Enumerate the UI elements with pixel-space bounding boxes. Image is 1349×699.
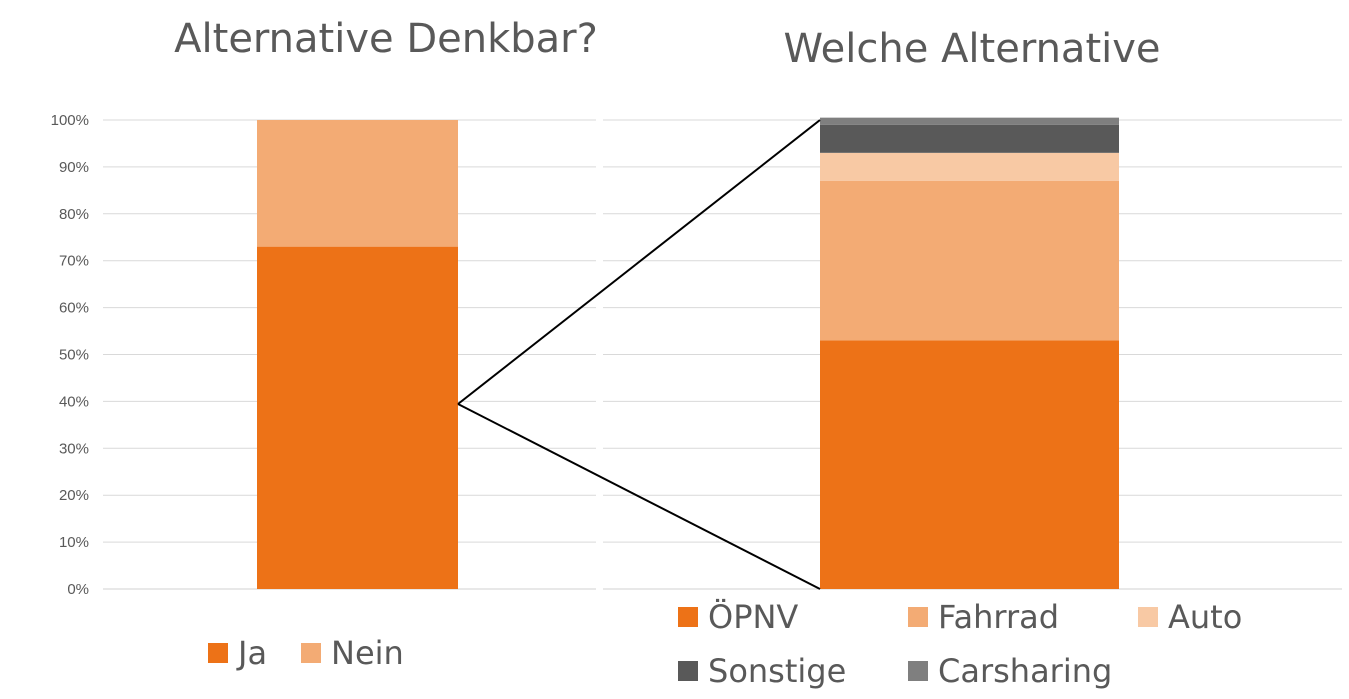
bar-segment-nein — [257, 120, 458, 247]
legend-label: Ja — [236, 634, 267, 672]
y-tick-label: 70% — [59, 253, 89, 270]
legend-swatch — [678, 607, 698, 627]
y-tick-label: 90% — [59, 159, 89, 176]
chart-titles: Alternative Denkbar? Welche Alternative — [174, 16, 1160, 72]
bar-segment-öpnv — [820, 340, 1119, 589]
legend-swatch — [908, 661, 928, 681]
y-tick-label: 40% — [59, 393, 89, 410]
chart-title-left: Alternative Denkbar? — [174, 16, 598, 62]
legend-label: Sonstige — [708, 652, 846, 690]
legend-swatch — [301, 643, 321, 663]
legend-label: Fahrrad — [938, 598, 1059, 636]
y-tick-label: 10% — [59, 534, 89, 551]
bar-segment-carsharing — [820, 117, 1119, 125]
bars — [257, 117, 1119, 589]
legend-swatch — [908, 607, 928, 627]
connector-line-top — [457, 119, 821, 405]
y-tick-label: 80% — [59, 206, 89, 223]
y-tick-label: 50% — [59, 347, 89, 364]
legend-swatch — [208, 643, 228, 663]
legends: Ja Nein ÖPNV Fahrrad Auto Sonstige Carsharing — [208, 598, 1242, 690]
legend-label: Auto — [1168, 598, 1242, 636]
legend-swatch — [678, 661, 698, 681]
bar-segment-sonstige — [820, 124, 1119, 153]
y-tick-label: 60% — [59, 300, 89, 317]
connector-lines — [457, 119, 821, 590]
legend-label: ÖPNV — [708, 598, 798, 636]
legend-label: Nein — [331, 634, 404, 672]
y-tick-label: 0% — [67, 581, 89, 598]
y-axis-ticks: 0% 10% 20% 30% 40% 50% 60% 70% 80% 90% 100% — [51, 112, 89, 598]
y-tick-label: 20% — [59, 487, 89, 504]
bar-segment-ja — [257, 246, 458, 589]
chart-title-right: Welche Alternative — [783, 26, 1160, 72]
connector-line-bottom — [457, 403, 821, 590]
bar-segment-fahrrad — [820, 180, 1119, 341]
legend-swatch — [1138, 607, 1158, 627]
bar-segment-auto — [820, 152, 1119, 181]
y-tick-label: 100% — [51, 112, 89, 129]
legend-label: Carsharing — [938, 652, 1112, 690]
y-tick-label: 30% — [59, 440, 89, 457]
